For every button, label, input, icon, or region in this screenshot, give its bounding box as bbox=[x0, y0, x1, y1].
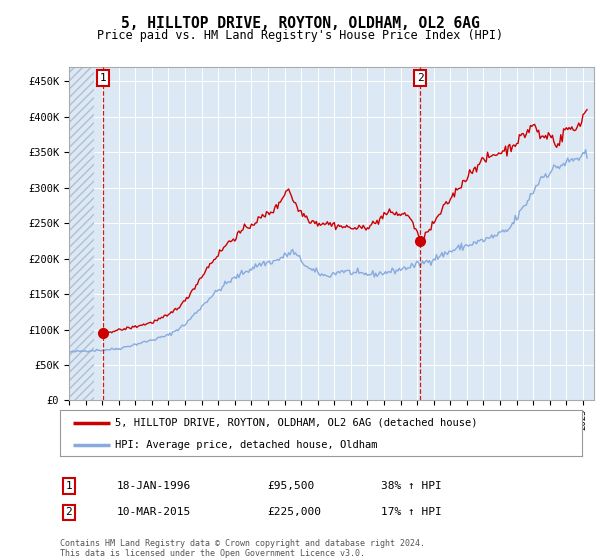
Text: £225,000: £225,000 bbox=[267, 507, 321, 517]
Text: 38% ↑ HPI: 38% ↑ HPI bbox=[381, 481, 442, 491]
Text: Price paid vs. HM Land Registry's House Price Index (HPI): Price paid vs. HM Land Registry's House … bbox=[97, 29, 503, 42]
Text: Contains HM Land Registry data © Crown copyright and database right 2024.
This d: Contains HM Land Registry data © Crown c… bbox=[60, 539, 425, 558]
Text: 1: 1 bbox=[65, 481, 73, 491]
Text: 2: 2 bbox=[417, 73, 424, 83]
Text: 18-JAN-1996: 18-JAN-1996 bbox=[117, 481, 191, 491]
Text: HPI: Average price, detached house, Oldham: HPI: Average price, detached house, Oldh… bbox=[115, 440, 377, 450]
Text: 1: 1 bbox=[100, 73, 106, 83]
Text: 17% ↑ HPI: 17% ↑ HPI bbox=[381, 507, 442, 517]
Text: 5, HILLTOP DRIVE, ROYTON, OLDHAM, OL2 6AG (detached house): 5, HILLTOP DRIVE, ROYTON, OLDHAM, OL2 6A… bbox=[115, 418, 478, 428]
Text: 10-MAR-2015: 10-MAR-2015 bbox=[117, 507, 191, 517]
Bar bbox=[69, 67, 94, 400]
Text: 5, HILLTOP DRIVE, ROYTON, OLDHAM, OL2 6AG: 5, HILLTOP DRIVE, ROYTON, OLDHAM, OL2 6A… bbox=[121, 16, 479, 31]
Text: 2: 2 bbox=[65, 507, 73, 517]
Text: £95,500: £95,500 bbox=[267, 481, 314, 491]
